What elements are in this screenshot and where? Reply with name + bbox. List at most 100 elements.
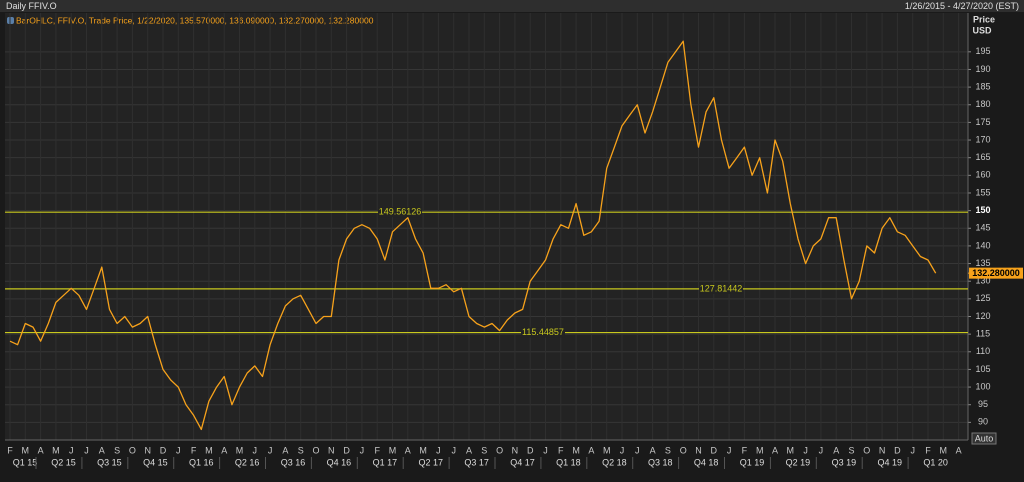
y-tick-label: 180 — [975, 99, 990, 109]
header-range: 1/26/2015 - 4/27/2020 (EST) — [905, 1, 1019, 11]
x-tick-label: M — [787, 445, 795, 455]
quarter-label: Q4 18 — [694, 457, 719, 467]
x-tick-label: M — [22, 445, 30, 455]
y-tick-label: 195 — [975, 46, 990, 56]
x-tick-label: M — [205, 445, 213, 455]
x-tick-label: N — [512, 445, 519, 455]
x-tick-label: A — [650, 445, 656, 455]
x-tick-label: J — [84, 445, 89, 455]
y-tick-label: 135 — [975, 258, 990, 268]
x-tick-label: J — [436, 445, 441, 455]
quarter-label: Q1 17 — [373, 457, 398, 467]
level-label: 115.44857 — [522, 327, 564, 337]
quarter-label: Q2 15 — [51, 457, 76, 467]
x-tick-label: J — [635, 445, 640, 455]
quarter-label: Q3 18 — [648, 457, 673, 467]
x-tick-label: N — [695, 445, 702, 455]
x-tick-label: A — [282, 445, 288, 455]
quarter-label: Q4 17 — [510, 457, 535, 467]
y-tick-label: 165 — [975, 152, 990, 162]
quarter-label: Q4 16 — [327, 457, 352, 467]
price-line — [9, 40, 937, 431]
quarter-label: Q3 16 — [281, 457, 306, 467]
x-tick-label: A — [38, 445, 44, 455]
quarter-label: Q2 18 — [602, 457, 627, 467]
x-tick-label: N — [144, 445, 151, 455]
y-tick-label: 140 — [975, 240, 990, 250]
x-tick-label: S — [848, 445, 854, 455]
x-tick-label: N — [879, 445, 886, 455]
x-tick-label: A — [772, 445, 778, 455]
y-tick-label: 145 — [975, 223, 990, 233]
level-label-bg — [699, 283, 743, 294]
x-tick-label: F — [374, 445, 380, 455]
y-axis-label: USD — [972, 25, 992, 35]
x-tick-label: F — [925, 445, 931, 455]
x-tick-label: A — [833, 445, 839, 455]
y-tick-label: 190 — [975, 64, 990, 74]
y-tick-label: 130 — [975, 276, 990, 286]
quarter-label: Q1 16 — [189, 457, 214, 467]
x-tick-label: A — [99, 445, 105, 455]
x-tick-label: J — [253, 445, 258, 455]
x-tick-label: D — [343, 445, 350, 455]
x-tick-label: M — [419, 445, 427, 455]
y-tick-label: 175 — [975, 117, 990, 127]
level-label-bg — [378, 207, 422, 218]
auto-button[interactable] — [971, 432, 997, 445]
y-tick-label: 100 — [975, 381, 990, 391]
x-tick-label: S — [481, 445, 487, 455]
x-tick-label: A — [221, 445, 227, 455]
last-price-label: 132.280000 — [972, 268, 1020, 278]
x-tick-label: D — [527, 445, 534, 455]
y-tick-label: 155 — [975, 187, 990, 197]
x-tick-label: F — [742, 445, 748, 455]
x-tick-label: A — [588, 445, 594, 455]
quarter-label: Q3 19 — [832, 457, 857, 467]
x-tick-label: M — [940, 445, 948, 455]
x-tick-label: N — [328, 445, 335, 455]
x-tick-label: A — [405, 445, 411, 455]
x-tick-label: M — [603, 445, 611, 455]
x-tick-label: M — [756, 445, 764, 455]
x-tick-label: S — [665, 445, 671, 455]
x-tick-label: J — [620, 445, 625, 455]
quarter-label: Q2 17 — [418, 457, 443, 467]
x-tick-label: J — [176, 445, 181, 455]
header-title: Daily FFIV.O — [6, 1, 57, 11]
x-tick-label: M — [52, 445, 60, 455]
y-tick-label: 125 — [975, 293, 990, 303]
y-tick-label: 120 — [975, 311, 990, 321]
quarter-label: Q4 15 — [143, 457, 168, 467]
legend: BarOHLC, FFIV.O, Trade Price, 1/22/2020,… — [16, 15, 374, 25]
y-tick-label: 160 — [975, 170, 990, 180]
y-tick-label: 150 — [975, 205, 990, 215]
auto-button-label[interactable]: Auto — [975, 433, 994, 443]
header-bar — [0, 0, 1024, 12]
x-tick-label: J — [268, 445, 273, 455]
x-tick-label: S — [298, 445, 304, 455]
x-tick-label: O — [496, 445, 503, 455]
y-tick-label: 90 — [978, 417, 988, 427]
x-tick-label: O — [680, 445, 687, 455]
x-tick-label: J — [803, 445, 808, 455]
plot-area — [5, 13, 968, 440]
x-tick-label: A — [956, 445, 962, 455]
x-tick-label: J — [451, 445, 456, 455]
quarter-label: Q1 20 — [923, 457, 948, 467]
y-tick-label: 110 — [976, 346, 990, 356]
x-tick-label: J — [910, 445, 915, 455]
x-tick-label: D — [160, 445, 167, 455]
x-tick-label: J — [69, 445, 74, 455]
quarter-label: Q2 16 — [235, 457, 260, 467]
quarter-label: Q1 15 — [13, 457, 38, 467]
quarter-label: Q2 19 — [786, 457, 811, 467]
x-tick-label: O — [863, 445, 870, 455]
x-tick-label: M — [389, 445, 397, 455]
quarter-label: Q4 19 — [877, 457, 902, 467]
y-tick-label: 115 — [976, 329, 990, 339]
y-tick-label: 185 — [975, 81, 990, 91]
x-tick-label: A — [466, 445, 472, 455]
x-tick-label: F — [7, 445, 13, 455]
